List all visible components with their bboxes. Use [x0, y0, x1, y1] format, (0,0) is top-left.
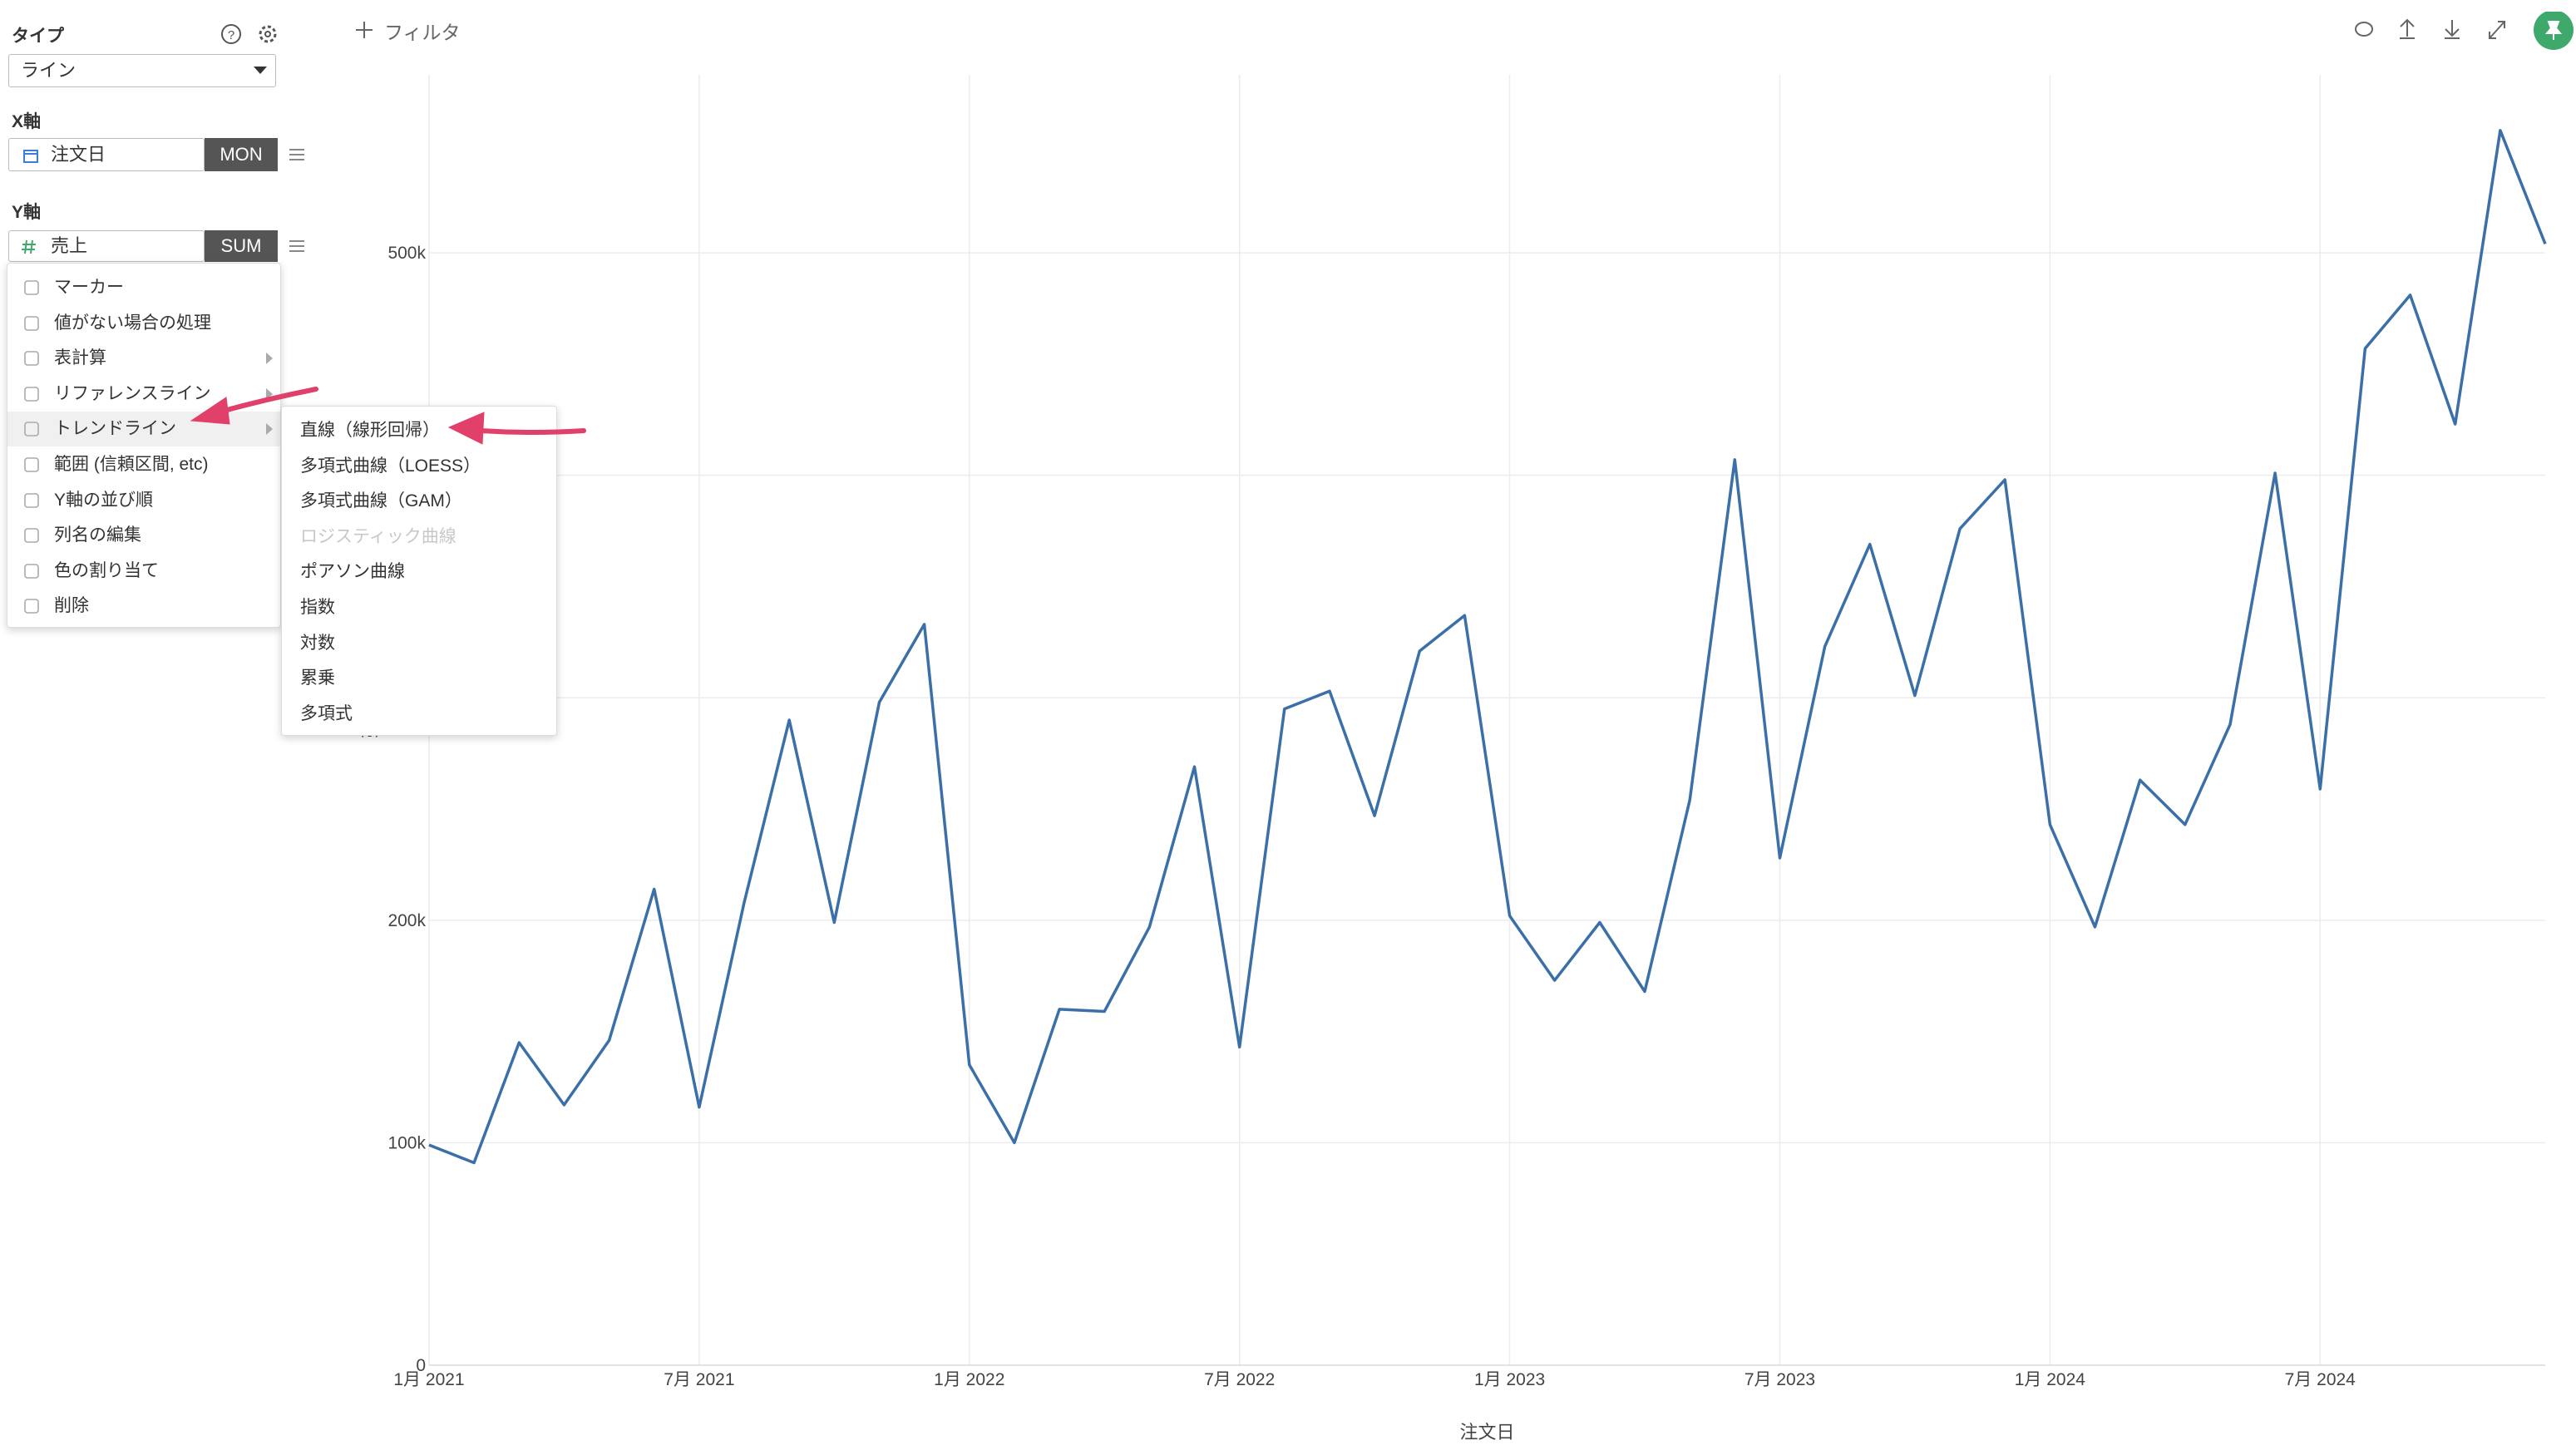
toolbar-icons: [2355, 12, 2574, 50]
menu-item-label: 削除: [54, 596, 89, 616]
menu-icon: [24, 599, 39, 614]
menu-item-label: 表計算: [54, 348, 106, 368]
menu-icon: [24, 422, 39, 437]
menu-item-label: 列名の編集: [54, 525, 141, 545]
menu-item-label: 色の割り当て: [54, 560, 159, 580]
x-axis-label: X軸: [12, 112, 42, 131]
menu-item[interactable]: 色の割り当て: [7, 554, 280, 589]
menu-item-label: ロジスティック曲線: [300, 526, 456, 546]
x-aggregation[interactable]: MON: [205, 138, 278, 171]
x-tick-label: 7月 2022: [1204, 1370, 1275, 1389]
svg-text:?: ?: [228, 28, 234, 42]
menu-item-label: トレンドライン: [54, 419, 176, 439]
help-icon[interactable]: [221, 24, 241, 44]
menu-item[interactable]: 直線（線形回帰）: [282, 413, 556, 448]
menu-item-label: リファレンスライン: [54, 383, 211, 403]
menu-item-label: 多項式曲線（GAM）: [300, 491, 462, 511]
menu-item[interactable]: 対数: [282, 626, 556, 661]
filter-button[interactable]: フィルタ: [384, 22, 461, 43]
y-field[interactable]: 売上: [8, 230, 205, 262]
download-icon[interactable]: [2445, 20, 2460, 39]
x-tick-label: 1月 2024: [2015, 1370, 2086, 1389]
type-icons: ?: [221, 24, 277, 44]
x-field-handle[interactable]: [288, 146, 306, 163]
x-tick-label: 1月 2023: [1474, 1370, 1545, 1389]
y-tick-label: 200k: [387, 911, 426, 930]
x-axis-title: 注文日: [1459, 1422, 1514, 1443]
x-field-name: 注文日: [51, 144, 106, 165]
menu-item[interactable]: 範囲 (信頼区間, etc): [7, 447, 280, 482]
type-select[interactable]: ライン: [8, 54, 276, 87]
y-field-handle[interactable]: [288, 238, 306, 254]
expand-icon[interactable]: [2489, 21, 2505, 39]
menu-item-label: 直線（線形回帰）: [300, 421, 440, 440]
menu-icon: [24, 528, 39, 543]
menu-item[interactable]: 表計算: [7, 341, 280, 376]
menu-item: ロジスティック曲線: [282, 520, 556, 555]
menu-item-label: マーカー: [54, 278, 124, 297]
menu-icon: [24, 492, 39, 508]
upload-icon[interactable]: [2400, 18, 2415, 39]
menu-item[interactable]: 多項式: [282, 697, 556, 732]
menu-icon: [24, 315, 39, 331]
x-tick-label: 7月 2024: [2285, 1370, 2356, 1389]
submenu-arrow: [266, 353, 273, 365]
y-axis-label: Y軸: [12, 203, 42, 222]
menu-item-label: 範囲 (信頼区間, etc): [54, 455, 209, 474]
menu-item[interactable]: 累乗: [282, 661, 556, 696]
menu-item-label: 多項式曲線（LOESS）: [300, 456, 481, 476]
y-tick-label: 500k: [387, 244, 426, 263]
menu-item-label: ポアソン曲線: [300, 562, 405, 582]
x-field[interactable]: 注文日: [8, 138, 205, 171]
menu-item-label: 多項式: [300, 703, 353, 723]
menu-item[interactable]: 削除: [7, 589, 280, 624]
menu-icon: [24, 457, 39, 472]
menu-item[interactable]: Y軸の並び順: [7, 483, 280, 518]
menu-item[interactable]: 多項式曲線（GAM）: [282, 484, 556, 519]
menu-icon: [24, 351, 39, 366]
menu-item-label: Y軸の並び順: [54, 490, 154, 510]
menu-item[interactable]: ポアソン曲線: [282, 555, 556, 589]
type-value: ライン: [21, 60, 76, 81]
comment-icon[interactable]: [2355, 22, 2373, 37]
menu-icon: [24, 280, 39, 295]
menu-icon: [24, 563, 39, 579]
plus-icon[interactable]: [353, 18, 376, 42]
menu-item[interactable]: 指数: [282, 590, 556, 625]
context-menu: マーカー値がない場合の処理 表計算リファレンスライン トレンドライン範囲 (信頼区間…: [7, 263, 281, 628]
menu-item[interactable]: 列名の編集: [7, 518, 280, 553]
submenu-arrow: [266, 423, 273, 436]
y-aggregation[interactable]: SUM: [205, 230, 278, 262]
x-tick-label: 1月 2022: [934, 1370, 1004, 1389]
settings-icon[interactable]: [259, 25, 277, 43]
menu-item[interactable]: リファレンスライン: [7, 377, 280, 412]
trendline-submenu: 直線（線形回帰） 多項式曲線（LOESS） 多項式曲線（GAM） ロジスティック曲線ポ…: [281, 406, 557, 736]
y-field-name: 売上: [51, 235, 88, 256]
menu-item-label: 値がない場合の処理: [54, 313, 211, 333]
menu-item[interactable]: トレンドライン: [7, 412, 280, 447]
x-tick-label: 7月 2021: [664, 1370, 734, 1389]
sales-line: [428, 129, 2547, 1165]
y-tick-label: 100k: [387, 1133, 426, 1152]
menu-item-label: 累乗: [300, 668, 335, 688]
menu-icon: [24, 386, 39, 402]
menu-item[interactable]: 値がない場合の処理: [7, 306, 280, 341]
submenu-arrow: [266, 387, 273, 400]
x-tick-label: 1月 2021: [393, 1370, 464, 1389]
menu-item-label: 指数: [300, 598, 335, 617]
x-tick-label: 7月 2023: [1744, 1370, 1815, 1389]
type-label: タイプ: [12, 27, 64, 46]
y-tick-label: 0: [416, 1356, 426, 1375]
menu-item[interactable]: マーカー: [7, 270, 280, 305]
menu-item[interactable]: 多項式曲線（LOESS）: [282, 449, 556, 484]
menu-item-label: 対数: [300, 633, 335, 653]
